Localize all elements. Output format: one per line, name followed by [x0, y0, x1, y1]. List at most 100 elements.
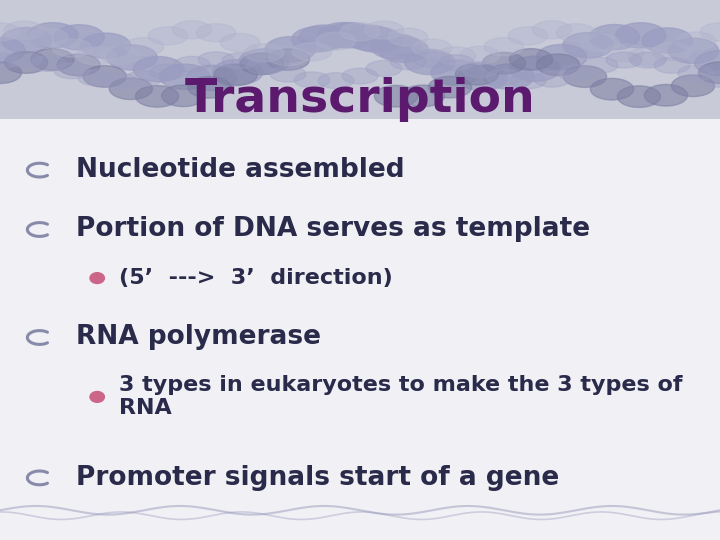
- Ellipse shape: [222, 53, 258, 69]
- Ellipse shape: [0, 62, 22, 84]
- Ellipse shape: [83, 66, 126, 87]
- Ellipse shape: [616, 23, 666, 48]
- Ellipse shape: [402, 85, 445, 107]
- Ellipse shape: [644, 84, 688, 106]
- Ellipse shape: [81, 33, 131, 58]
- Ellipse shape: [654, 57, 690, 73]
- Ellipse shape: [78, 70, 114, 86]
- Text: Transcription: Transcription: [184, 77, 536, 123]
- FancyBboxPatch shape: [0, 0, 720, 119]
- Text: 3 types in eukaryotes to make the 3 types of
RNA: 3 types in eukaryotes to make the 3 type…: [119, 375, 683, 418]
- Ellipse shape: [405, 49, 455, 75]
- Ellipse shape: [240, 53, 284, 75]
- Ellipse shape: [100, 46, 140, 64]
- Ellipse shape: [244, 44, 284, 62]
- Ellipse shape: [325, 23, 376, 48]
- Ellipse shape: [484, 38, 523, 56]
- Ellipse shape: [31, 49, 74, 70]
- Ellipse shape: [239, 49, 289, 74]
- Ellipse shape: [212, 59, 263, 85]
- Ellipse shape: [4, 21, 44, 39]
- Ellipse shape: [198, 52, 234, 68]
- Ellipse shape: [510, 49, 553, 70]
- Ellipse shape: [580, 33, 620, 51]
- Ellipse shape: [6, 52, 42, 68]
- Ellipse shape: [563, 66, 606, 87]
- Ellipse shape: [4, 52, 48, 73]
- Ellipse shape: [668, 38, 719, 63]
- Ellipse shape: [510, 56, 560, 82]
- Ellipse shape: [676, 32, 716, 50]
- Ellipse shape: [196, 24, 236, 42]
- Ellipse shape: [563, 32, 613, 58]
- Ellipse shape: [702, 71, 720, 87]
- Ellipse shape: [628, 48, 668, 66]
- Ellipse shape: [265, 37, 315, 62]
- Text: (5’  --->  3’  direction): (5’ ---> 3’ direction): [119, 268, 392, 288]
- Ellipse shape: [695, 50, 720, 76]
- Ellipse shape: [536, 54, 580, 76]
- Text: Portion of DNA serves as template: Portion of DNA serves as template: [76, 217, 590, 242]
- Ellipse shape: [388, 28, 428, 46]
- Ellipse shape: [342, 68, 378, 84]
- Ellipse shape: [482, 52, 526, 74]
- Ellipse shape: [270, 66, 306, 82]
- Text: Nucleotide assembled: Nucleotide assembled: [76, 157, 404, 183]
- Ellipse shape: [220, 33, 260, 51]
- Ellipse shape: [344, 25, 395, 50]
- Ellipse shape: [1, 28, 52, 53]
- Ellipse shape: [162, 85, 205, 106]
- Ellipse shape: [558, 65, 594, 81]
- Ellipse shape: [133, 57, 184, 82]
- Ellipse shape: [160, 64, 210, 89]
- Ellipse shape: [374, 85, 418, 107]
- Ellipse shape: [54, 63, 90, 79]
- Ellipse shape: [462, 62, 498, 78]
- Ellipse shape: [428, 76, 472, 98]
- Ellipse shape: [460, 46, 500, 64]
- Ellipse shape: [536, 44, 587, 70]
- Ellipse shape: [54, 25, 104, 50]
- Ellipse shape: [30, 56, 66, 71]
- Text: Promoter signals start of a gene: Promoter signals start of a gene: [76, 465, 559, 491]
- Ellipse shape: [582, 57, 618, 73]
- Ellipse shape: [135, 85, 179, 107]
- Ellipse shape: [318, 23, 369, 48]
- Ellipse shape: [107, 45, 157, 70]
- Ellipse shape: [412, 39, 452, 57]
- Ellipse shape: [457, 65, 508, 91]
- Ellipse shape: [125, 38, 164, 56]
- Ellipse shape: [294, 72, 330, 88]
- Ellipse shape: [618, 86, 661, 107]
- Circle shape: [90, 273, 104, 284]
- Ellipse shape: [102, 73, 138, 89]
- Ellipse shape: [266, 49, 310, 70]
- Ellipse shape: [371, 34, 421, 59]
- Ellipse shape: [414, 51, 450, 68]
- Ellipse shape: [299, 25, 349, 50]
- Ellipse shape: [172, 21, 212, 39]
- Text: RNA polymerase: RNA polymerase: [76, 325, 320, 350]
- Ellipse shape: [0, 23, 20, 41]
- Ellipse shape: [678, 65, 714, 81]
- Ellipse shape: [534, 71, 570, 87]
- Ellipse shape: [642, 28, 693, 53]
- Ellipse shape: [486, 69, 522, 85]
- Ellipse shape: [484, 64, 534, 89]
- Ellipse shape: [532, 21, 572, 39]
- Ellipse shape: [174, 56, 210, 72]
- Ellipse shape: [340, 23, 380, 41]
- Ellipse shape: [364, 21, 404, 39]
- Ellipse shape: [316, 32, 356, 50]
- Ellipse shape: [436, 47, 476, 65]
- Ellipse shape: [268, 48, 308, 66]
- Ellipse shape: [292, 27, 342, 52]
- Ellipse shape: [378, 37, 428, 62]
- Ellipse shape: [53, 39, 92, 57]
- Ellipse shape: [76, 47, 116, 65]
- Ellipse shape: [510, 73, 546, 89]
- Ellipse shape: [186, 65, 236, 91]
- Ellipse shape: [126, 71, 162, 86]
- Ellipse shape: [456, 63, 499, 85]
- Ellipse shape: [390, 54, 426, 70]
